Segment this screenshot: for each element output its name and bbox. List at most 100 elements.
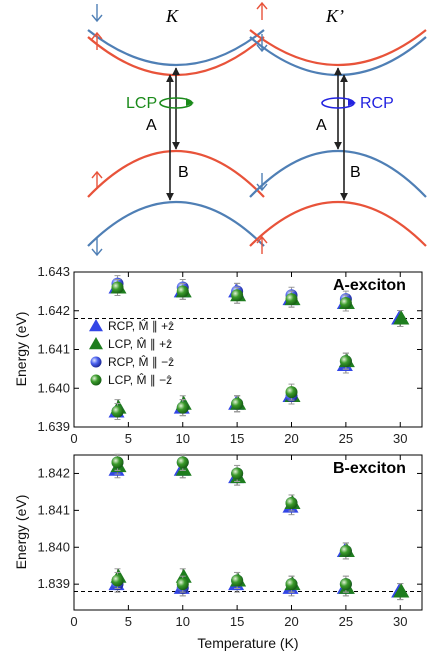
k-valence-band-up [87, 149, 265, 198]
y-tick-label: 1.841 [37, 502, 70, 517]
data-point [176, 456, 189, 469]
x-tick-label: 0 [70, 431, 77, 446]
a-exciton-x-ticks: 0 5 10 15 20 25 30 [70, 272, 407, 446]
x-tick-label: 0 [70, 614, 77, 629]
a-exciton-title: A-exciton [333, 277, 406, 294]
spin-down-arrow-icon [256, 34, 268, 53]
data-point [285, 293, 298, 306]
rcp-arrowhead-icon [348, 98, 356, 106]
data-point [111, 574, 124, 587]
a-exciton-y-ticks: 1.639 1.640 1.641 1.642 1.643 [37, 264, 422, 434]
k-valence-band-down [87, 201, 265, 247]
k-valley-label: K [165, 6, 179, 26]
k-conduction-band-down [87, 29, 265, 66]
y-tick-label: 1.642 [37, 303, 70, 318]
k-prime-valley: K’ RCP [249, 1, 427, 254]
x-tick-label: 20 [284, 431, 298, 446]
spin-down-arrow-icon [91, 4, 103, 23]
spin-up-arrow-icon [256, 235, 268, 254]
x-tick-label: 10 [176, 431, 190, 446]
legend-entry: RCP, M̂ ∥ +ẑ [89, 318, 174, 333]
legend-label: RCP, M̂ ∥ +ẑ [108, 318, 174, 333]
y-tick-label: 1.641 [37, 342, 70, 357]
spin-down-arrow-icon [256, 173, 268, 192]
legend-marker [89, 337, 103, 350]
legend-entry: LCP, M̂ ∥ +ẑ [89, 336, 172, 351]
kp-valence-band-up [249, 201, 427, 247]
y-tick-label: 1.639 [37, 419, 70, 434]
data-point [339, 544, 352, 557]
k-prime-valley-label: K’ [325, 6, 344, 26]
spin-up-arrow-icon [256, 1, 268, 20]
legend-marker [90, 374, 102, 386]
x-tick-label: 25 [339, 614, 353, 629]
x-tick-label: 10 [176, 614, 190, 629]
kp-conduction-band-up [249, 29, 427, 66]
data-point [339, 355, 352, 368]
k-transition-b-label: B [178, 164, 189, 181]
data-point [176, 401, 189, 414]
data-point [176, 578, 189, 591]
y-tick-label: 1.643 [37, 264, 70, 279]
kp-transition-b-label: B [350, 164, 361, 181]
b-exciton-y-ticks: 1.839 1.840 1.841 1.842 [37, 465, 422, 591]
data-point [175, 461, 192, 476]
a-exciton-y-axis-title: Energy (eV) [13, 312, 29, 387]
data-point [285, 496, 298, 509]
data-point [231, 574, 244, 587]
x-tick-label: 5 [125, 614, 132, 629]
kp-valence-band-down [249, 149, 427, 198]
legend: RCP, M̂ ∥ +ẑ LCP, M̂ ∥ +ẑ RCP, M̂ ∥ −ẑ LCP,… [89, 318, 174, 387]
b-exciton-y-axis-title: Energy (eV) [13, 495, 29, 570]
data-point [111, 281, 124, 294]
legend-marker [89, 319, 103, 332]
rcp-label: RCP [360, 95, 394, 112]
y-tick-label: 1.842 [37, 465, 70, 480]
data-point [393, 310, 410, 325]
kp-transition-a-label: A [316, 117, 327, 134]
k-transition-a-label: A [146, 117, 157, 134]
data-point [339, 297, 352, 309]
x-axis-title: Temperature (K) [197, 635, 298, 651]
b-exciton-title: B-exciton [333, 460, 406, 477]
data-point [285, 386, 298, 399]
spin-up-arrow-icon [91, 170, 103, 189]
b-exciton-plot-frame [73, 454, 423, 611]
b-exciton-data-points [108, 453, 410, 601]
data-point [339, 578, 352, 591]
legend-marker [90, 356, 102, 368]
x-tick-label: 20 [284, 614, 298, 629]
y-tick-label: 1.840 [37, 539, 70, 554]
a-exciton-data-points [108, 275, 410, 420]
y-tick-label: 1.839 [37, 576, 70, 591]
spin-up-arrow-icon [91, 31, 103, 50]
x-tick-label: 30 [393, 431, 407, 446]
x-tick-label: 5 [125, 431, 132, 446]
data-point [231, 289, 244, 302]
x-tick-label: 25 [339, 431, 353, 446]
legend-entry: LCP, M̂ ∥ −ẑ [90, 372, 172, 387]
data-point [176, 285, 189, 298]
k-valley: K [87, 4, 265, 257]
data-point [231, 397, 244, 410]
data-point [111, 456, 124, 469]
data-point [231, 467, 244, 480]
legend-label: RCP, M̂ ∥ −ẑ [108, 354, 174, 369]
x-tick-label: 30 [393, 614, 407, 629]
b-exciton-panel: B-exciton 1.839 1.840 1.841 1.842 0 5 10 15 20 2… [13, 453, 423, 651]
y-tick-label: 1.640 [37, 380, 70, 395]
lcp-arrowhead-icon [186, 98, 194, 106]
legend-label: LCP, M̂ ∥ −ẑ [108, 372, 172, 387]
band-diagram: K [87, 1, 427, 257]
data-point [111, 405, 124, 418]
a-exciton-panel: A-exciton 1.639 1.640 1.641 1.642 1.643 0 5 10… [13, 264, 423, 446]
b-exciton-x-ticks: 0 5 10 15 20 25 30 [70, 455, 407, 629]
legend-label: LCP, M̂ ∥ +ẑ [108, 336, 172, 351]
spin-down-arrow-icon [91, 238, 103, 257]
lcp-label: LCP [126, 95, 157, 112]
legend-entry: RCP, M̂ ∥ −ẑ [90, 354, 174, 369]
x-tick-label: 15 [230, 614, 244, 629]
data-point [393, 583, 410, 598]
x-tick-label: 15 [230, 431, 244, 446]
